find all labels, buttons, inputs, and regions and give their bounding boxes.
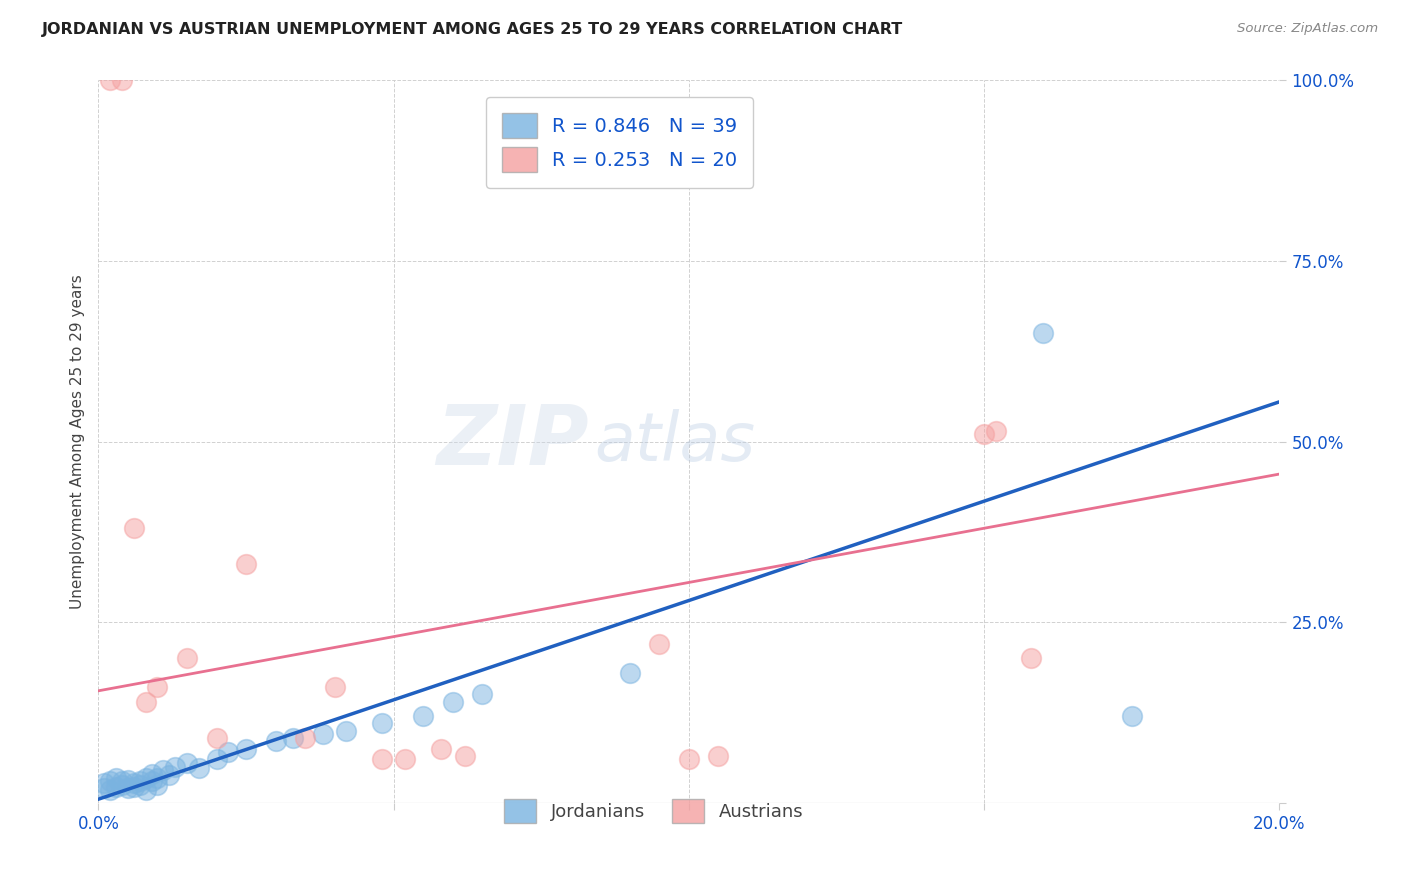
Point: [93, 781, 115, 796]
Point: [98, 782, 121, 797]
Point: [283, 731, 305, 745]
Point: [98, 774, 121, 789]
Point: [648, 637, 671, 651]
Point: [122, 780, 145, 794]
Point: [117, 781, 139, 796]
Point: [984, 424, 1007, 438]
Point: [135, 782, 157, 797]
Point: [111, 73, 134, 87]
Point: [430, 741, 453, 756]
Point: [217, 745, 239, 759]
Point: [619, 665, 641, 680]
Point: [176, 651, 198, 665]
Text: JORDANIAN VS AUSTRIAN UNEMPLOYMENT AMONG AGES 25 TO 29 YEARS CORRELATION CHART: JORDANIAN VS AUSTRIAN UNEMPLOYMENT AMONG…: [42, 22, 904, 37]
Point: [371, 752, 394, 766]
Point: [678, 752, 700, 766]
Point: [707, 748, 730, 763]
Point: [412, 709, 434, 723]
Point: [205, 731, 228, 745]
Point: [111, 778, 134, 792]
Point: [1021, 651, 1043, 665]
Point: [294, 731, 316, 745]
Point: [141, 767, 163, 781]
Point: [128, 774, 150, 789]
Point: [371, 716, 394, 731]
Point: [98, 73, 121, 87]
Point: [165, 760, 187, 774]
Point: [117, 772, 139, 787]
Point: [973, 427, 995, 442]
Legend: Jordanians, Austrians: Jordanians, Austrians: [489, 785, 818, 837]
Y-axis label: Unemployment Among Ages 25 to 29 years: Unemployment Among Ages 25 to 29 years: [69, 274, 84, 609]
Point: [1121, 709, 1143, 723]
Point: [152, 764, 174, 778]
Point: [146, 680, 169, 694]
Point: [105, 771, 128, 785]
Point: [146, 771, 169, 785]
Point: [176, 756, 198, 770]
Point: [122, 521, 145, 535]
Point: [312, 727, 335, 741]
Point: [122, 775, 145, 789]
Point: [264, 734, 287, 748]
Point: [235, 558, 257, 572]
Point: [335, 723, 357, 738]
Point: [453, 748, 475, 763]
Text: Source: ZipAtlas.com: Source: ZipAtlas.com: [1237, 22, 1378, 36]
Point: [111, 774, 134, 789]
Point: [135, 695, 157, 709]
Point: [187, 761, 209, 775]
Text: atlas: atlas: [595, 409, 755, 475]
Point: [441, 695, 464, 709]
Point: [105, 780, 128, 794]
Point: [205, 752, 228, 766]
Point: [135, 771, 157, 785]
Point: [1032, 326, 1054, 340]
Point: [394, 752, 416, 766]
Point: [93, 775, 115, 789]
Point: [128, 778, 150, 792]
Point: [235, 741, 257, 756]
Text: ZIP: ZIP: [436, 401, 589, 482]
Point: [323, 680, 346, 694]
Point: [141, 774, 163, 789]
Point: [157, 768, 180, 782]
Point: [146, 778, 169, 792]
Point: [471, 687, 494, 701]
